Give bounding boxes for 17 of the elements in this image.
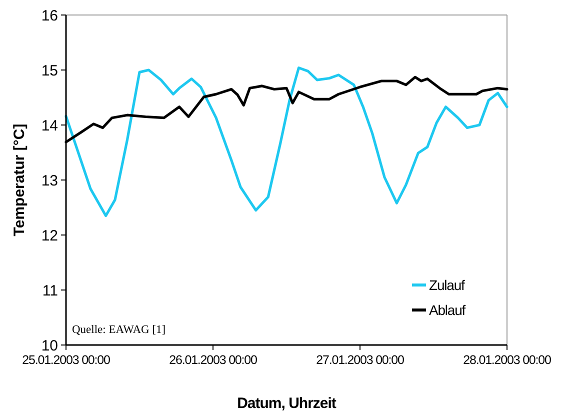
legend-label: Ablauf bbox=[429, 302, 466, 318]
x-tick-label: 25.01.2003 00:00 bbox=[22, 353, 111, 367]
legend-label: Zulauf bbox=[429, 276, 466, 293]
y-tick-label: 10 bbox=[41, 337, 58, 354]
y-tick-label: 13 bbox=[41, 172, 58, 190]
x-tick-label: 27.01.2003 00:00 bbox=[316, 353, 405, 367]
x-axis-title: Datum, Uhrzeit bbox=[237, 395, 336, 412]
annotation: Quelle: EAWAG [1] bbox=[72, 324, 166, 336]
x-tick-label: 26.01.2003 00:00 bbox=[169, 353, 258, 367]
y-tick-label: 14 bbox=[41, 117, 58, 134]
y-tick-label: 12 bbox=[41, 227, 58, 244]
y-tick-label: 15 bbox=[41, 62, 58, 80]
line-series bbox=[64, 66, 508, 218]
y-tick-label: 16 bbox=[41, 7, 58, 24]
x-tick-label: 28.01.2003 00:00 bbox=[463, 353, 552, 367]
y-axis-title: Temperatur [°C] bbox=[11, 124, 28, 236]
y-tick-label: 11 bbox=[42, 282, 58, 300]
